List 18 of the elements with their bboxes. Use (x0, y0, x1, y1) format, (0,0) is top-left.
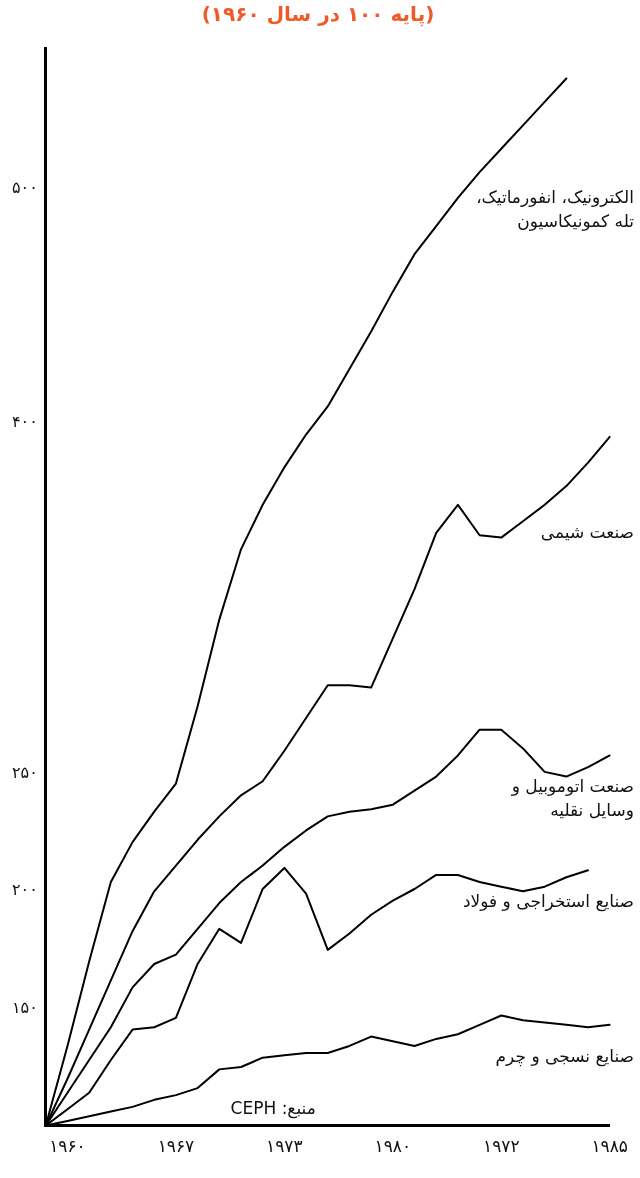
series-label: صنایع نسجی و چرم (495, 1045, 634, 1067)
x-tick-label: ۱۹۶۰ (49, 1136, 86, 1157)
annotation: منبع: CEPH (230, 1097, 316, 1119)
y-tick-label: ۵۰۰ (12, 177, 38, 197)
x-tick-label: ۱۹۷۳ (266, 1136, 303, 1157)
y-tick-label: ۱۵۰ (12, 997, 38, 1017)
x-tick-label: ۱۹۶۷ (157, 1136, 195, 1157)
y-tick-label: ۴۰۰ (12, 411, 38, 431)
chart-title: (پایه ۱۰۰ در سال ۱۹۶۰) (201, 2, 435, 28)
series-label: صنایع استخراجی و فولاد (463, 891, 634, 913)
x-tick-label: ۱۹۷۲ (483, 1136, 520, 1157)
series-label: الکترونیک، انفورماتیک، تله کمونیکاسیون (476, 187, 635, 232)
x-tick-label: ۱۹۸۵ (591, 1136, 628, 1157)
x-tick-label: ۱۹۸۰ (374, 1136, 412, 1157)
series-label: صنعت اتوموبیل و وسایل نقلیه (510, 776, 634, 821)
y-tick-label: ۲۵۰ (12, 763, 38, 783)
y-tick-label: ۲۰۰ (12, 880, 38, 900)
series-label: صنعت شیمی (540, 521, 634, 542)
